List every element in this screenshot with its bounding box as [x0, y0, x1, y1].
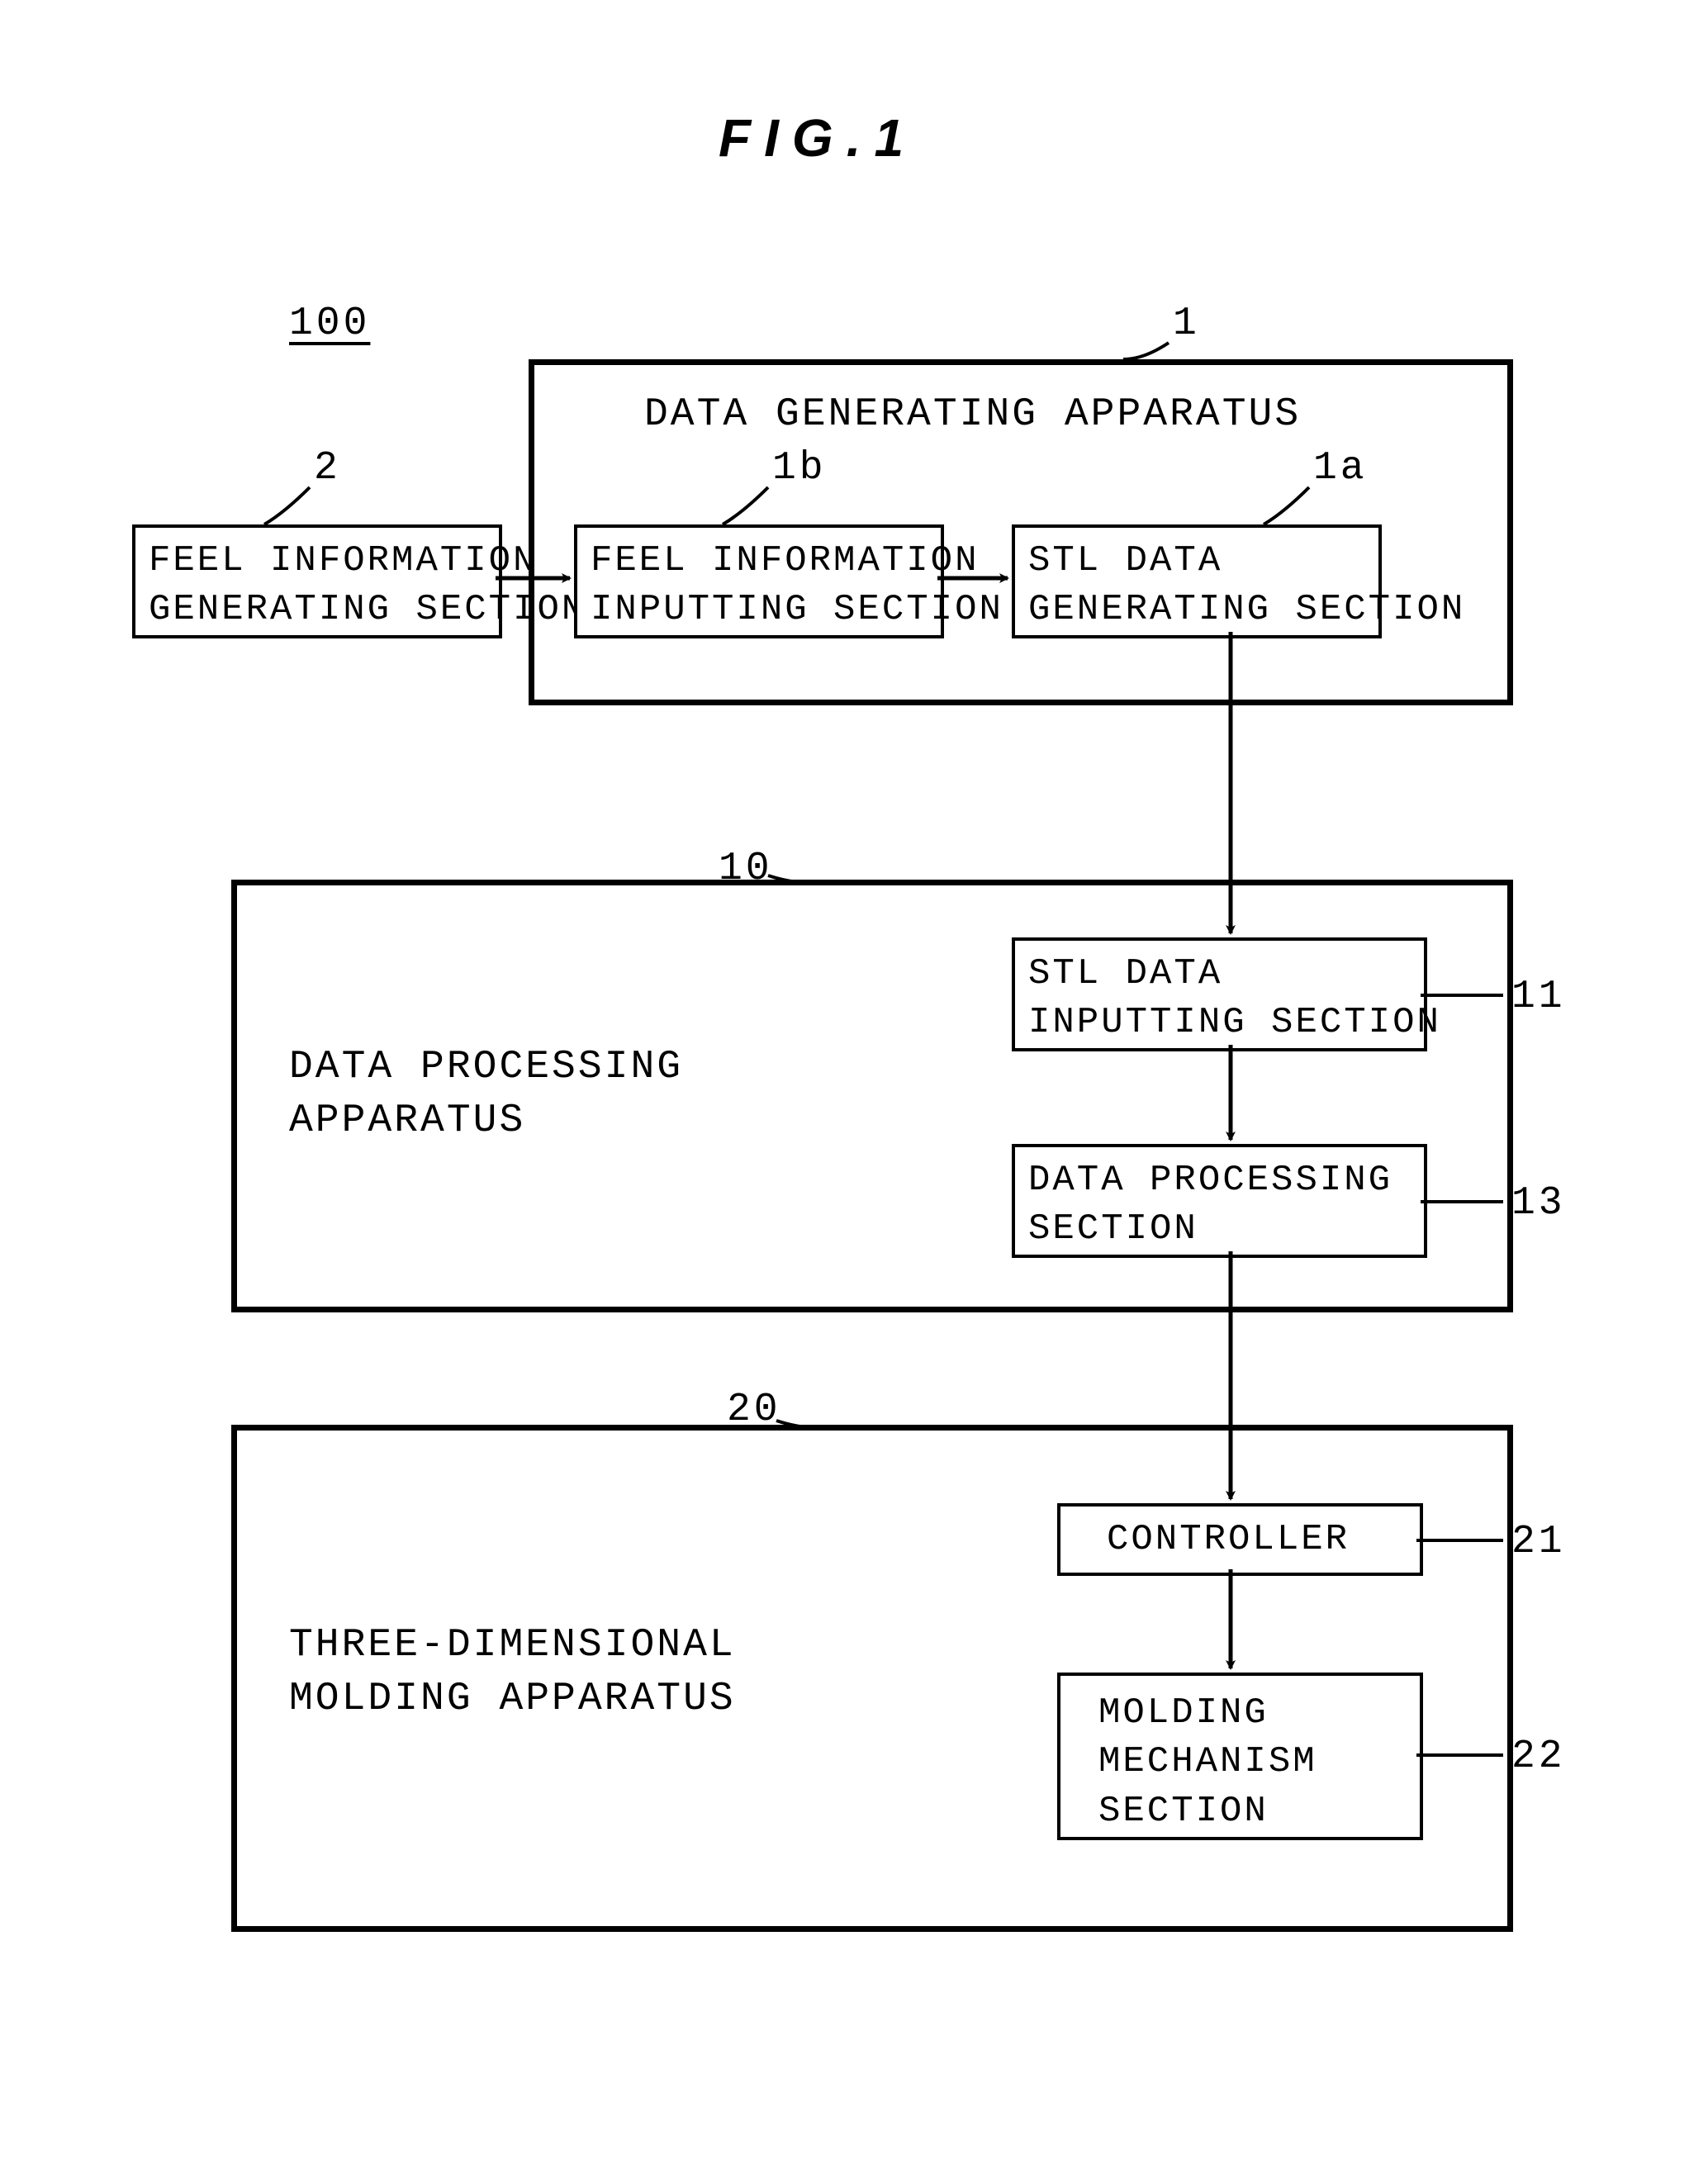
ref-20: 20 — [727, 1388, 781, 1432]
ref-2: 2 — [314, 446, 341, 491]
title-data-generating-apparatus: DATA GENERATING APPARATUS — [644, 388, 1301, 442]
ref-13: 13 — [1511, 1181, 1566, 1226]
ref-1a: 1a — [1313, 446, 1368, 491]
figure-title: FIG.1 — [719, 107, 917, 168]
title-data-processing-apparatus: DATA PROCESSING APPARATUS — [289, 1041, 683, 1148]
ref-1b: 1b — [772, 446, 827, 491]
ref-100: 100 — [289, 301, 370, 346]
text-feel-info-inputting: FEEL INFORMATION INPUTTING SECTION — [591, 537, 1003, 635]
ref-22: 22 — [1511, 1734, 1566, 1779]
text-controller: CONTROLLER — [1107, 1516, 1350, 1564]
text-stl-data-generating: STL DATA GENERATING SECTION — [1028, 537, 1465, 635]
ref-10: 10 — [719, 847, 773, 891]
ref-21: 21 — [1511, 1520, 1566, 1564]
text-feel-info-generating: FEEL INFORMATION GENERATING SECTION — [149, 537, 586, 635]
ref-11: 11 — [1511, 975, 1566, 1019]
diagram-canvas: FIG.1 100 DATA GENERATING APPARATUS FEEL… — [0, 0, 1708, 2159]
text-data-processing-section: DATA PROCESSING SECTION — [1028, 1156, 1392, 1255]
title-molding-apparatus: THREE-DIMENSIONAL MOLDING APPARATUS — [289, 1619, 736, 1726]
ref-1: 1 — [1173, 301, 1200, 346]
text-stl-data-inputting: STL DATA INPUTTING SECTION — [1028, 950, 1441, 1048]
text-molding-mechanism: MOLDING MECHANISM SECTION — [1098, 1689, 1317, 1836]
